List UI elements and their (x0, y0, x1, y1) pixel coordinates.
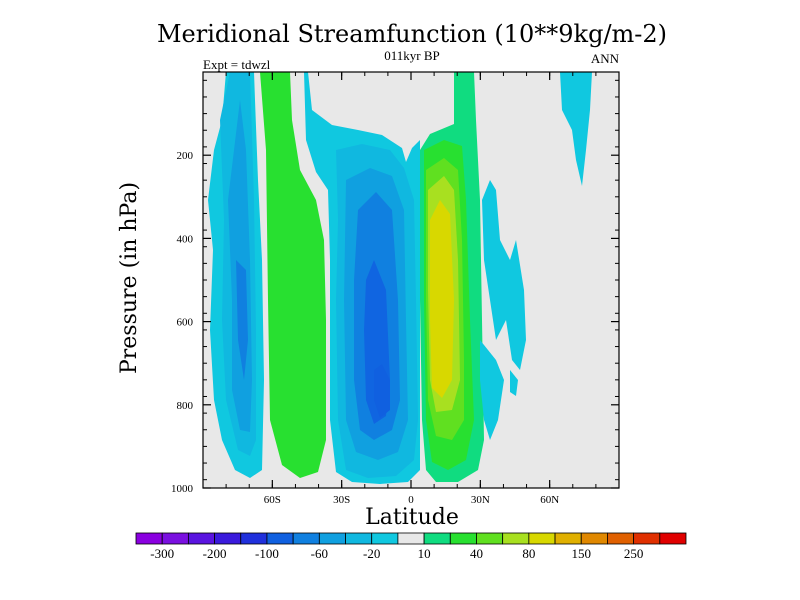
nh-polar-cell (560, 72, 592, 186)
x-tick-label: 30N (471, 494, 490, 506)
colorbar-label: 150 (571, 546, 591, 561)
colorbar-swatch (502, 532, 530, 545)
colorbar-swatch (476, 532, 504, 545)
colorbar-swatch (633, 532, 661, 545)
x-tick-label: 60S (264, 494, 281, 506)
colorbar-swatch (659, 532, 687, 545)
x-tick-label: 60N (540, 494, 559, 506)
colorbar-label: 10 (418, 546, 431, 561)
chart-title: Meridional Streamfunction (10**9kg/m-2) (157, 20, 667, 48)
plot-area: 200 400 600 800 1000 60S 30S 0 30N 60N (171, 71, 620, 506)
x-axis-label: Latitude (365, 505, 459, 530)
chart-subtitle: 011kyr BP (384, 48, 440, 63)
x-tick-label: 0 (408, 494, 414, 506)
nh-ferrel-cell (480, 180, 526, 440)
colorbar-swatch (371, 532, 399, 545)
colorbar-swatch (449, 532, 477, 545)
colorbar-swatch (318, 532, 346, 545)
y-axis-label: Pressure (in hPa) (117, 182, 142, 374)
y-tick-label: 800 (177, 400, 194, 412)
expt-label: Expt = tdwzl (203, 57, 271, 72)
colorbar-label: 40 (470, 546, 483, 561)
colorbar-swatch (397, 532, 425, 545)
colorbar-swatch (240, 532, 268, 545)
y-tick-label: 400 (177, 233, 194, 245)
y-tick-label: 1000 (171, 483, 194, 495)
colorbar-label: -300 (150, 546, 174, 561)
colorbar-label: 80 (522, 546, 535, 561)
x-axis-ticks: 60S 30S 0 30N 60N (202, 72, 620, 506)
season-label: ANN (591, 51, 620, 66)
colorbar-label: -60 (311, 546, 328, 561)
colorbar-label: -20 (363, 546, 380, 561)
colorbar-swatch (607, 532, 635, 545)
y-tick-label: 600 (177, 317, 194, 329)
colorbar-swatch (528, 532, 556, 545)
colorbar-label: -100 (255, 546, 279, 561)
sh-hadley-cell (304, 72, 420, 484)
y-tick-label: 200 (177, 150, 194, 162)
x-tick-label: 30S (333, 494, 350, 506)
colorbar: -300 -200 -100 -60 -20 10 40 80 150 250 (135, 532, 687, 561)
colorbar-label: 250 (624, 546, 644, 561)
y-axis-ticks: 200 400 600 800 1000 (171, 79, 619, 495)
colorbar-label: -200 (203, 546, 227, 561)
colorbar-swatch (423, 532, 451, 545)
nh-hadley-cell (420, 72, 484, 482)
colorbar-swatch (554, 532, 582, 545)
colorbar-swatch (161, 532, 189, 545)
colorbar-swatch (345, 532, 373, 545)
colorbar-swatch (187, 532, 215, 545)
colorbar-swatch (214, 532, 242, 545)
colorbar-swatch (135, 532, 163, 545)
sh-extratropical-cell (208, 72, 264, 478)
colorbar-swatch (266, 532, 294, 545)
colorbar-swatch (292, 532, 320, 545)
sh-ferrel-cell (260, 72, 326, 478)
colorbar-swatch (580, 532, 608, 545)
